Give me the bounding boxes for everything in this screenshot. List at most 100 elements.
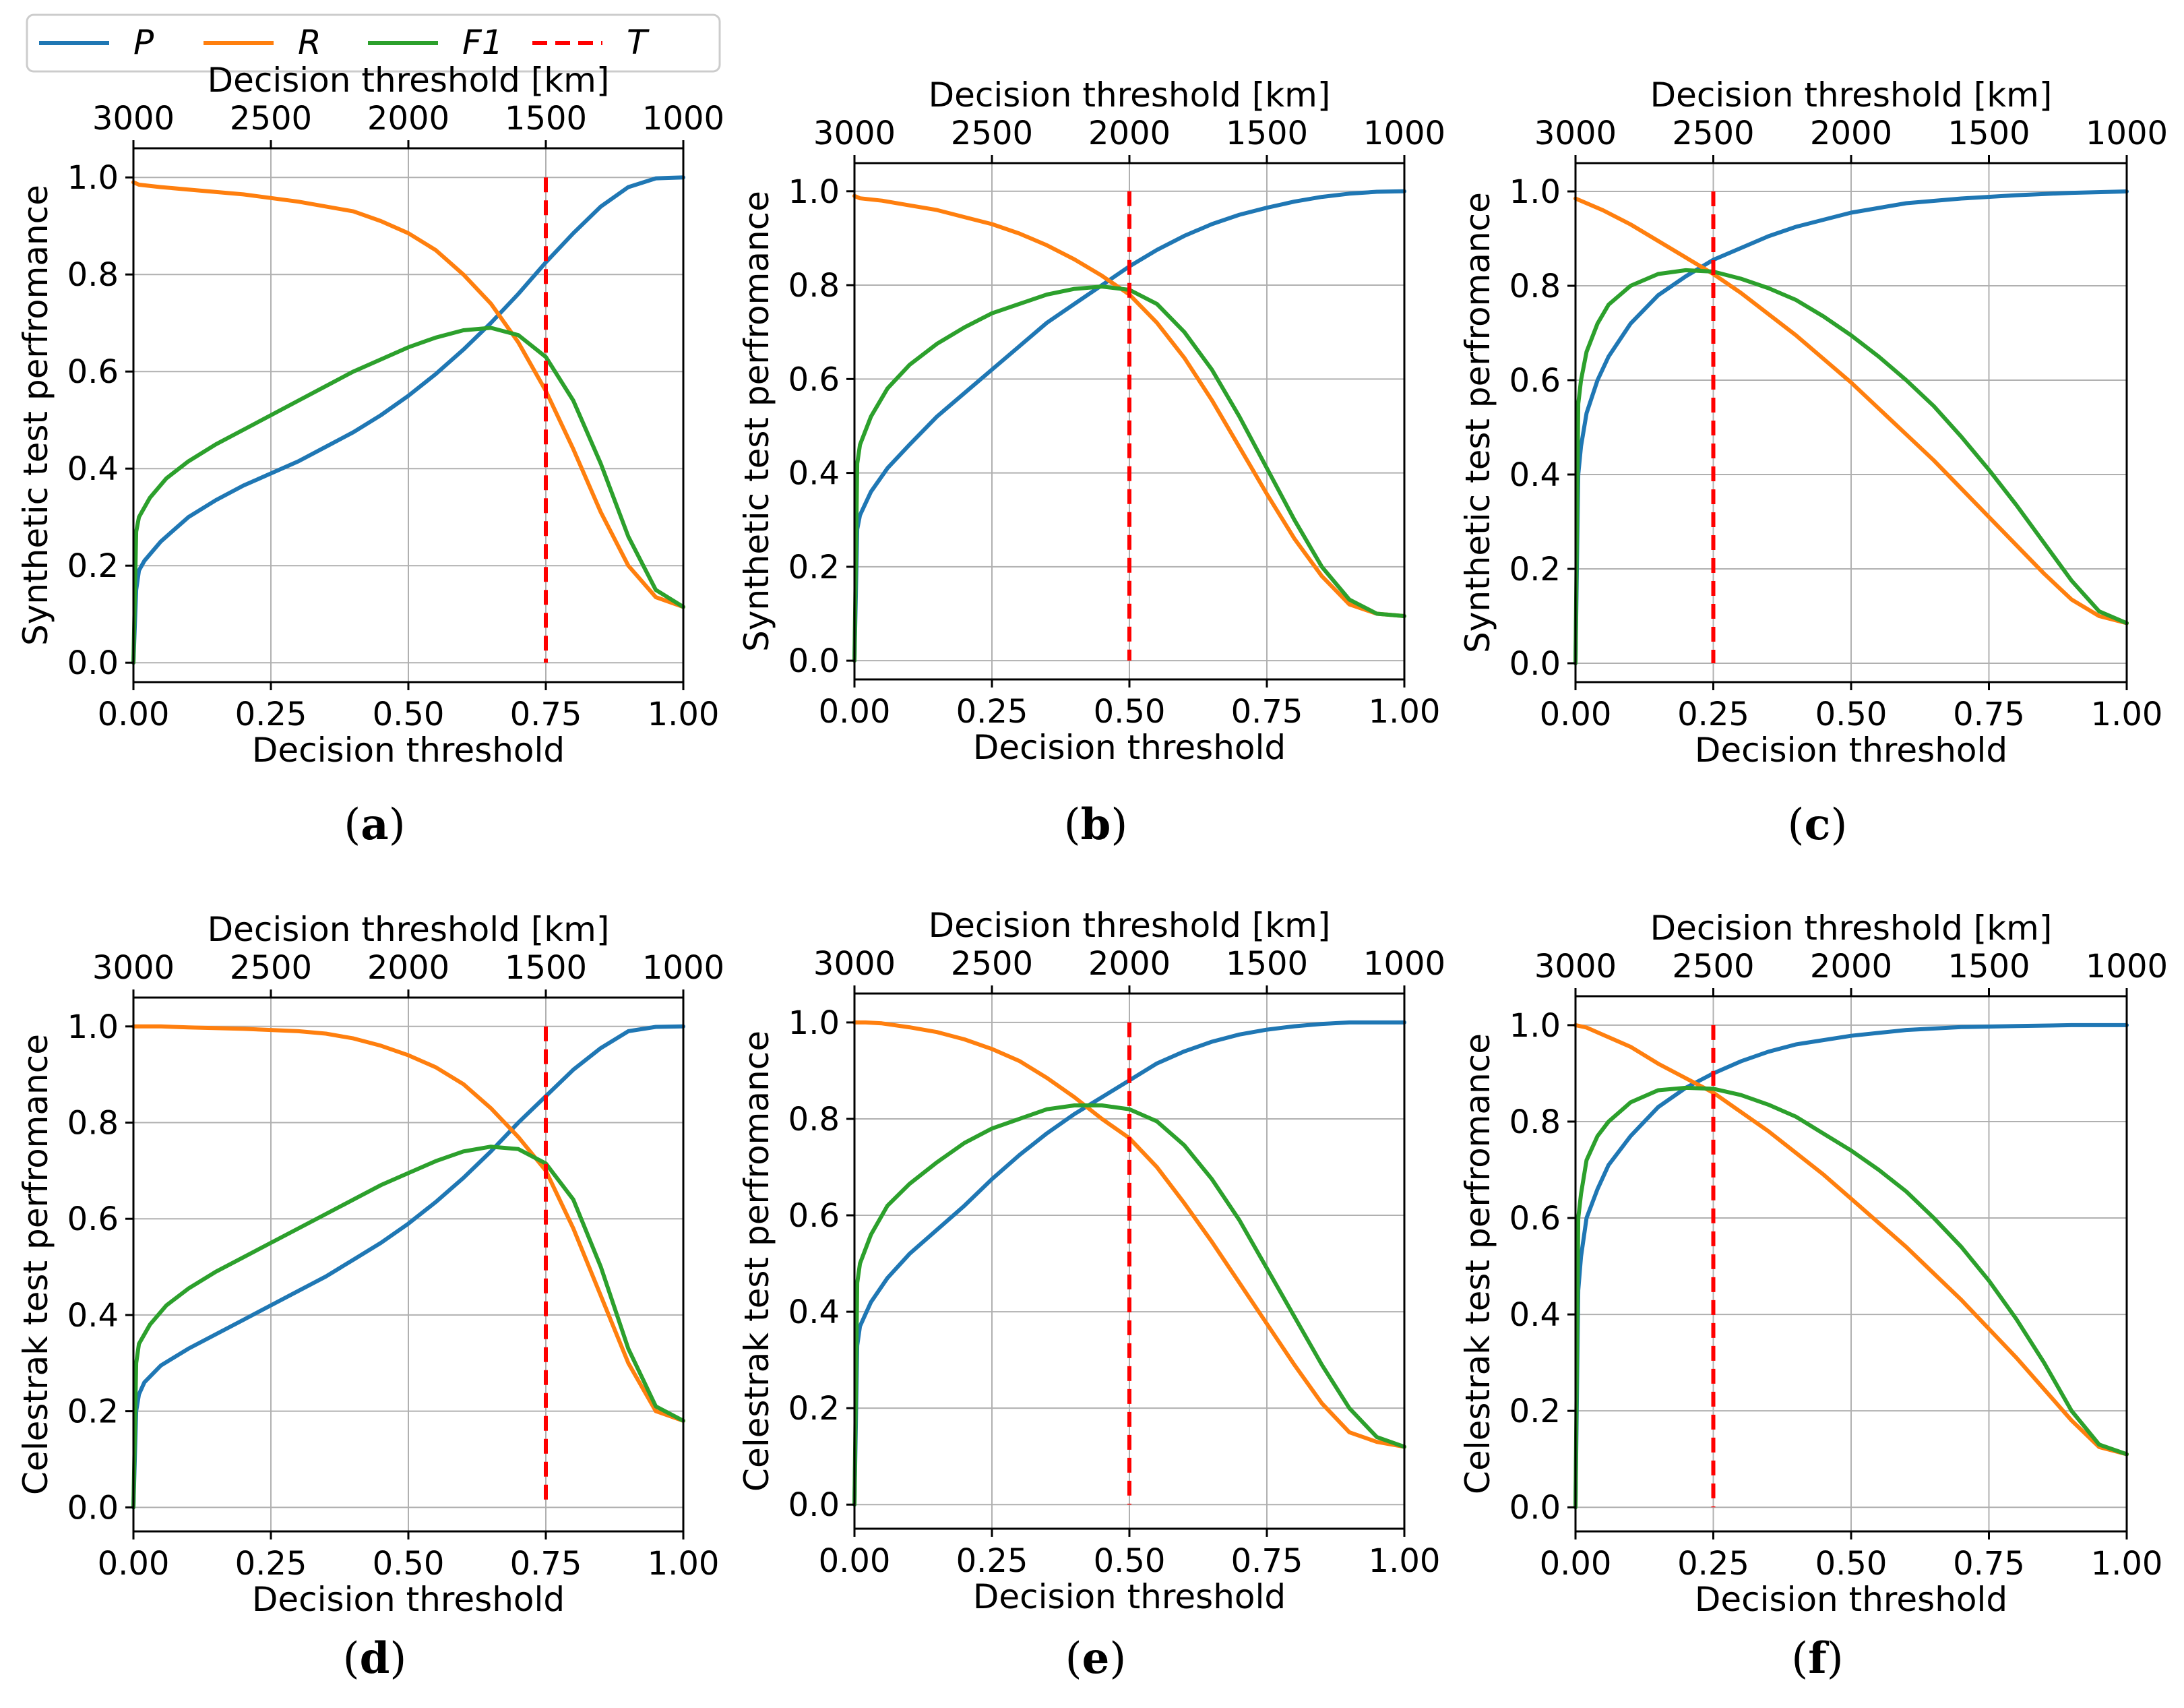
- legend-label-f1: F1: [462, 23, 503, 62]
- series-line-f1: [1573, 1085, 2129, 1510]
- series-line-r: [131, 180, 685, 609]
- top-tick-label: 2000: [1810, 948, 1892, 985]
- caption-paren-close: ): [1109, 1634, 1126, 1684]
- y-tick-label: 0.2: [67, 1393, 119, 1431]
- caption-paren-close: ): [389, 800, 406, 850]
- top-x-axis-label: Decision threshold [km]: [1650, 75, 2053, 115]
- series-line-r: [852, 193, 1406, 618]
- top-tick-label: 2500: [230, 100, 312, 138]
- series-line-p: [131, 1024, 685, 1510]
- top-tick-label: 2000: [1810, 115, 1892, 152]
- top-tick-label: 3000: [1534, 115, 1617, 152]
- panel-caption: (e): [1065, 1633, 1127, 1684]
- caption-paren-close: ): [1111, 800, 1127, 850]
- top-tick-label: 1000: [642, 949, 724, 987]
- panel-e: 0.00 0.25 0.50 0.75 1.00 0.0 0.2 0.4 0.6 0.8 1.0 30…: [737, 906, 1445, 1684]
- x-axis-label: Decision threshold: [252, 731, 565, 770]
- y-tick-label: 0.8: [788, 267, 840, 305]
- caption-paren-open: (: [344, 800, 361, 850]
- x-tick-label: 0.00: [98, 696, 170, 733]
- top-tick-label: 2000: [367, 949, 449, 987]
- x-tick-label: 0.25: [1677, 696, 1749, 733]
- y-tick-label: 0.6: [67, 353, 119, 391]
- y-axis-label: Celestrak test perfromance: [16, 1034, 55, 1495]
- x-tick-label: 0.75: [510, 696, 582, 733]
- x-tick-label: 0.75: [1231, 1542, 1303, 1580]
- x-tick-label: 0.25: [235, 1545, 307, 1583]
- panel-a: 0.00 0.25 0.50 0.75 1.00 0.0 0.2 0.4 0.6 0.8 1.0 30…: [16, 61, 724, 850]
- y-tick-label: 0.0: [67, 644, 119, 682]
- caption-letter: e: [1082, 1633, 1110, 1684]
- y-tick-label: 0.0: [1509, 1489, 1561, 1527]
- panel-d: 0.00 0.25 0.50 0.75 1.00 0.0 0.2 0.4 0.6 0.8 1.0 30…: [16, 910, 724, 1684]
- panel-caption: (a): [344, 799, 405, 850]
- top-tick-label: 1000: [1363, 945, 1445, 983]
- top-tick-label: 2000: [1088, 115, 1171, 152]
- y-tick-label: 1.0: [788, 1004, 840, 1042]
- top-tick-label: 3000: [92, 949, 175, 987]
- y-tick-label: 0.6: [788, 361, 840, 398]
- x-tick-label: 0.75: [510, 1545, 582, 1583]
- caption-paren-open: (: [1791, 1634, 1808, 1684]
- x-tick-label: 0.50: [1094, 693, 1166, 731]
- y-tick-label: 0.2: [1509, 1393, 1561, 1430]
- x-tick-label: 0.50: [1094, 1542, 1166, 1580]
- top-tick-label: 2000: [367, 100, 449, 138]
- x-axis-label: Decision threshold: [1695, 1580, 2007, 1619]
- series-line-r: [852, 1020, 1406, 1449]
- top-tick-label: 2500: [1672, 948, 1754, 985]
- x-tick-label: 0.25: [235, 696, 307, 733]
- caption-letter: b: [1081, 799, 1111, 850]
- series-line-p: [852, 189, 1406, 663]
- x-axis-label: Decision threshold: [973, 1577, 1286, 1616]
- y-tick-label: 0.0: [67, 1489, 119, 1527]
- top-tick-label: 1500: [1226, 945, 1308, 983]
- caption-letter: f: [1808, 1633, 1829, 1684]
- x-tick-label: 0.00: [1540, 1545, 1612, 1583]
- y-tick-label: 0.2: [67, 547, 119, 585]
- y-axis-label: Synthetic test perfromance: [16, 185, 55, 646]
- panel-f: 0.00 0.25 0.50 0.75 1.00 0.0 0.2 0.4 0.6 0.8 1.0 30…: [1458, 909, 2168, 1684]
- x-tick-label: 0.00: [1540, 696, 1612, 733]
- y-axis-label: Synthetic test perfromance: [737, 191, 776, 652]
- y-tick-label: 0.2: [1509, 551, 1561, 588]
- x-tick-label: 0.75: [1231, 693, 1303, 731]
- legend-label-p: P: [133, 23, 154, 62]
- x-tick-label: 1.00: [2091, 1545, 2163, 1583]
- caption-paren-open: (: [1065, 1634, 1082, 1684]
- legend-item-p: P: [39, 23, 154, 62]
- x-tick-label: 0.50: [1815, 1545, 1887, 1583]
- y-tick-label: 0.8: [67, 256, 119, 294]
- top-tick-label: 3000: [92, 100, 175, 138]
- x-tick-label: 0.75: [1953, 696, 2025, 733]
- x-tick-label: 0.00: [819, 693, 891, 731]
- y-tick-label: 0.4: [67, 450, 119, 488]
- top-tick-label: 1500: [505, 949, 587, 987]
- y-axis-label: Celestrak test perfromance: [1458, 1033, 1497, 1494]
- x-tick-label: 1.00: [1369, 1542, 1441, 1580]
- top-tick-label: 2500: [951, 115, 1033, 152]
- caption-paren-close: ): [1830, 800, 1847, 850]
- caption-letter: c: [1805, 799, 1831, 850]
- series-line-r: [131, 1024, 685, 1423]
- y-tick-label: 0.4: [67, 1297, 119, 1335]
- y-tick-label: 0.8: [67, 1105, 119, 1142]
- y-tick-label: 1.0: [788, 173, 840, 211]
- top-tick-label: 1000: [1363, 115, 1445, 152]
- series-line-f1: [852, 284, 1406, 663]
- legend-item-t: T: [532, 23, 650, 62]
- panel-caption: (b): [1064, 799, 1128, 850]
- y-tick-label: 0.6: [1509, 362, 1561, 400]
- top-tick-label: 3000: [813, 115, 896, 152]
- top-tick-label: 3000: [1534, 948, 1617, 985]
- y-tick-label: 0.0: [788, 642, 840, 680]
- top-tick-label: 1500: [505, 100, 587, 138]
- series-line-f1: [131, 1145, 685, 1510]
- caption-letter: d: [360, 1633, 390, 1684]
- y-tick-label: 0.8: [788, 1101, 840, 1138]
- y-tick-label: 0.6: [788, 1197, 840, 1235]
- top-tick-label: 2500: [951, 945, 1033, 983]
- y-tick-label: 1.0: [67, 1008, 119, 1046]
